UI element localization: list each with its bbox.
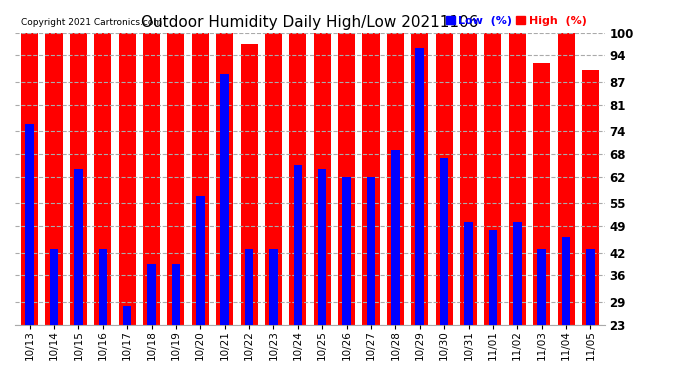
Bar — [509, 33, 526, 325]
Legend: Low  (%), High  (%): Low (%), High (%) — [445, 15, 588, 27]
Bar — [26, 124, 34, 325]
Bar — [533, 63, 550, 325]
Bar — [293, 165, 302, 325]
Bar — [123, 306, 131, 325]
Bar — [582, 70, 599, 325]
Bar — [484, 33, 502, 325]
Bar — [216, 33, 233, 325]
Bar — [562, 237, 571, 325]
Bar — [147, 264, 156, 325]
Bar — [192, 33, 209, 325]
Bar — [289, 33, 306, 325]
Bar — [318, 169, 326, 325]
Bar — [196, 196, 204, 325]
Bar — [220, 74, 229, 325]
Bar — [362, 33, 380, 325]
Bar — [99, 249, 107, 325]
Bar — [387, 33, 404, 325]
Bar — [440, 158, 449, 325]
Bar — [74, 169, 83, 325]
Bar — [143, 33, 160, 325]
Bar — [538, 249, 546, 325]
Bar — [172, 264, 180, 325]
Bar — [489, 230, 497, 325]
Bar — [245, 249, 253, 325]
Bar — [415, 48, 424, 325]
Bar — [95, 33, 111, 325]
Bar — [314, 33, 331, 325]
Bar — [586, 249, 595, 325]
Bar — [435, 33, 453, 325]
Bar — [168, 33, 184, 325]
Title: Outdoor Humidity Daily High/Low 20211106: Outdoor Humidity Daily High/Low 20211106 — [141, 15, 479, 30]
Bar — [391, 150, 400, 325]
Bar — [46, 33, 63, 325]
Bar — [460, 33, 477, 325]
Bar — [513, 222, 522, 325]
Bar — [119, 33, 136, 325]
Bar — [366, 177, 375, 325]
Text: Copyright 2021 Cartronics.com: Copyright 2021 Cartronics.com — [21, 18, 162, 27]
Bar — [265, 33, 282, 325]
Bar — [342, 177, 351, 325]
Bar — [411, 33, 428, 325]
Bar — [269, 249, 277, 325]
Bar — [464, 222, 473, 325]
Bar — [338, 33, 355, 325]
Bar — [21, 33, 38, 325]
Bar — [70, 33, 87, 325]
Bar — [241, 44, 257, 325]
Bar — [50, 249, 58, 325]
Bar — [558, 33, 575, 325]
